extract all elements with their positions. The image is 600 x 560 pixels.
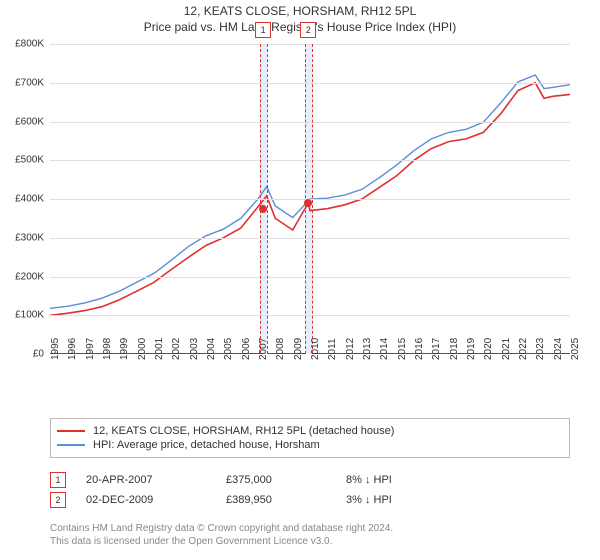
x-tick-label: 2021 [501,338,512,360]
legend-label: HPI: Average price, detached house, Hors… [93,439,320,451]
sale-marker-icon: 1 [50,472,66,488]
y-tick-label: £800K [15,39,44,50]
sale-point [259,205,267,213]
x-tick-label: 2006 [241,338,252,360]
x-tick-label: 1997 [85,338,96,360]
x-tick-label: 2014 [379,338,390,360]
sale-vline [260,44,261,354]
legend: 12, KEATS CLOSE, HORSHAM, RH12 5PL (deta… [50,418,570,458]
y-tick-label: £700K [15,77,44,88]
x-tick-label: 2010 [310,338,321,360]
sale-marker-icon: 2 [50,492,66,508]
x-tick-label: 2019 [466,338,477,360]
legend-swatch [57,444,85,446]
y-tick-label: £0 [33,349,44,360]
gridline [50,83,570,84]
x-tick-label: 2015 [397,338,408,360]
plot-area: 12 [50,44,570,354]
sale-vline [312,44,313,354]
sale-delta: 8% ↓ HPI [346,474,392,486]
sale-point [304,199,312,207]
footer-line: Contains HM Land Registry data © Crown c… [50,522,570,535]
gridline [50,160,570,161]
sale-date: 20-APR-2007 [86,474,226,486]
x-tick-label: 2022 [518,338,529,360]
x-tick-label: 2007 [258,338,269,360]
gridline [50,315,570,316]
x-tick-label: 1998 [102,338,113,360]
x-tick-label: 1999 [119,338,130,360]
x-tick-label: 2011 [327,338,338,360]
gridline [50,122,570,123]
sales-table: 1 20-APR-2007 £375,000 8% ↓ HPI 2 02-DEC… [50,468,570,512]
x-tick-label: 2008 [275,338,286,360]
x-tick-label: 2013 [362,338,373,360]
gridline [50,44,570,45]
y-tick-label: £500K [15,155,44,166]
x-tick-label: 2000 [137,338,148,360]
legend-item: 12, KEATS CLOSE, HORSHAM, RH12 5PL (deta… [57,425,563,437]
x-tick-label: 1996 [67,338,78,360]
page: 12, KEATS CLOSE, HORSHAM, RH12 5PL Price… [0,0,600,560]
sale-date: 02-DEC-2009 [86,494,226,506]
legend-swatch [57,430,85,432]
series-hpi [50,75,570,308]
legend-item: HPI: Average price, detached house, Hors… [57,439,563,451]
page-title: 12, KEATS CLOSE, HORSHAM, RH12 5PL [0,4,600,18]
x-tick-label: 2016 [414,338,425,360]
x-tick-label: 2023 [535,338,546,360]
gridline [50,277,570,278]
x-tick-label: 2002 [171,338,182,360]
sale-delta: 3% ↓ HPI [346,494,392,506]
x-tick-label: 2024 [553,338,564,360]
y-tick-label: £200K [15,271,44,282]
sale-price: £389,950 [226,494,346,506]
x-tick-label: 2012 [345,338,356,360]
x-tick-label: 1995 [50,338,61,360]
x-tick-label: 2005 [223,338,234,360]
x-tick-label: 2009 [293,338,304,360]
footer-line: This data is licensed under the Open Gov… [50,535,570,548]
table-row: 2 02-DEC-2009 £389,950 3% ↓ HPI [50,492,570,508]
y-tick-label: £600K [15,116,44,127]
sale-vline [267,44,268,354]
sale-marker-icon: 2 [300,22,316,38]
legend-label: 12, KEATS CLOSE, HORSHAM, RH12 5PL (deta… [93,425,394,437]
y-tick-label: £100K [15,310,44,321]
y-tick-label: £300K [15,232,44,243]
sale-marker-icon: 1 [255,22,271,38]
x-tick-label: 2004 [206,338,217,360]
x-tick-label: 2025 [570,338,581,360]
x-tick-label: 2018 [449,338,460,360]
gridline [50,238,570,239]
x-tick-label: 2003 [189,338,200,360]
footer: Contains HM Land Registry data © Crown c… [50,522,570,548]
x-tick-label: 2017 [431,338,442,360]
chart: 12 £0£100K£200K£300K£400K£500K£600K£700K… [50,44,570,374]
table-row: 1 20-APR-2007 £375,000 8% ↓ HPI [50,472,570,488]
sale-price: £375,000 [226,474,346,486]
x-tick-label: 2020 [483,338,494,360]
y-tick-label: £400K [15,194,44,205]
x-tick-label: 2001 [154,338,165,360]
